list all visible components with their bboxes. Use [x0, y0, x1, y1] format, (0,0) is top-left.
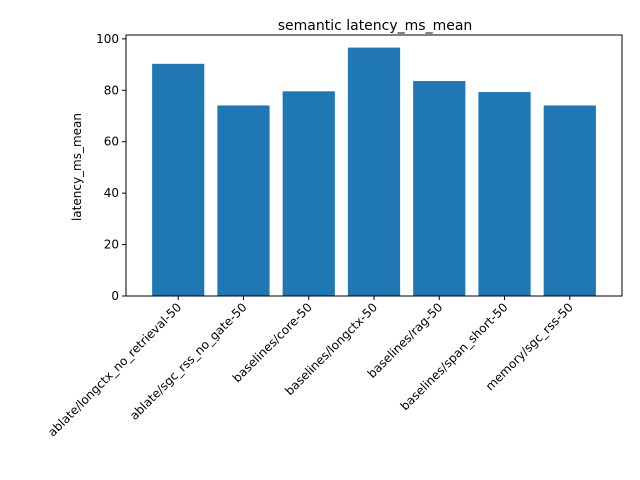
y-tick-label-5: 100	[96, 32, 119, 46]
bar-2	[282, 91, 335, 296]
bar-0	[152, 63, 205, 296]
chart-title: semantic latency_ms_mean	[278, 18, 473, 34]
plot-frame	[125, 34, 623, 297]
bar-3	[347, 47, 401, 296]
x-tick-label-1: ablate/sgc_rss_no_gate-50	[127, 300, 250, 423]
y-tick-label-3: 60	[104, 135, 119, 149]
y-axis: 0 20 40 60 80 100	[96, 32, 126, 303]
bars-group	[152, 47, 596, 297]
y-tick-label-4: 80	[104, 83, 119, 97]
x-tick-label-0: ablate/longctx_no_retrieval-50	[45, 300, 184, 439]
x-axis: ablate/longctx_no_retrieval-50ablate/sgc…	[45, 296, 576, 439]
y-tick-label-0: 0	[111, 289, 119, 303]
x-tick-label-5: baselines/span_short-50	[398, 300, 511, 413]
bar-1	[217, 105, 270, 296]
y-axis-label: latency_ms_mean	[70, 113, 84, 221]
bar-4	[413, 81, 466, 297]
bar-5	[478, 92, 531, 296]
y-tick-label-1: 20	[104, 238, 119, 252]
y-tick-label-2: 40	[104, 186, 119, 200]
bar-6	[543, 105, 596, 296]
